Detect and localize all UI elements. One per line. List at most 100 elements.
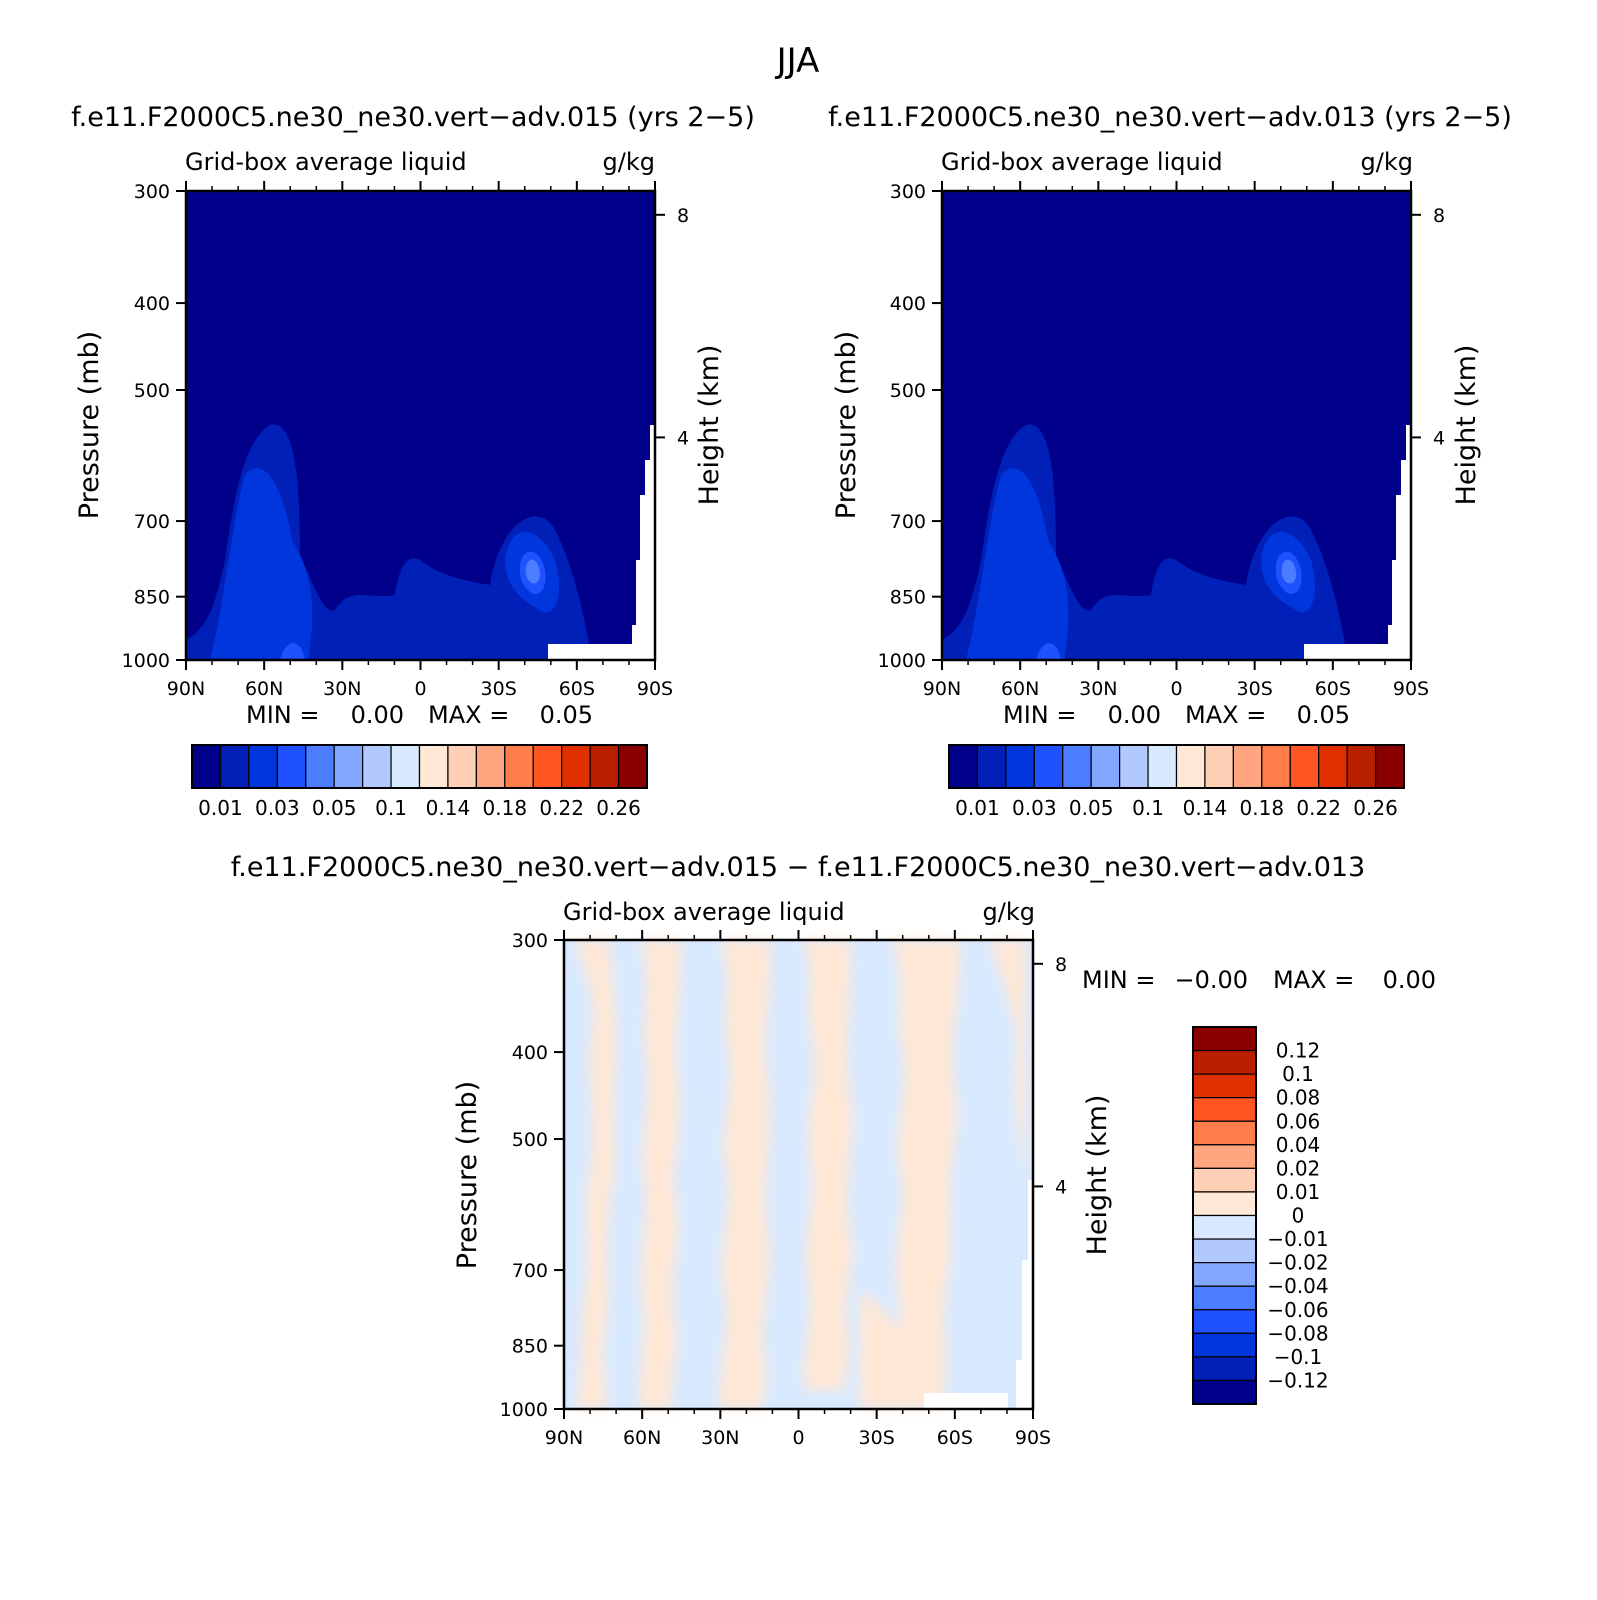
- panel-3-subtitle-left: Grid-box average liquid: [563, 898, 845, 926]
- colorbar-box: [248, 744, 278, 789]
- panel-1-axis-ticks: 300 400 500 700 850 1000 8 4 90N 60N 30N 0 30S 60S 90S: [122, 181, 689, 700]
- colorbar-box: [1261, 744, 1291, 789]
- panel-1-y-right-label: Height (km): [694, 345, 725, 506]
- colorbar-label: 0.05: [1069, 796, 1114, 820]
- colorbar-label: −0.1: [1274, 1345, 1323, 1369]
- colorbar-box: [1192, 1309, 1257, 1334]
- colorbar-box: [1289, 744, 1320, 789]
- y-right-tick-label: 4: [677, 427, 689, 449]
- colorbar-box: [1204, 744, 1234, 789]
- y-tick-label: 850: [134, 587, 170, 609]
- panel-3-min-value: −0.00: [1174, 966, 1248, 994]
- colorbar-label: −0.12: [1267, 1368, 1328, 1392]
- y-tick-label: 500: [890, 380, 926, 402]
- panel-2-min-value: 0.00: [1108, 701, 1161, 729]
- panel-3-y-label: Pressure (mb): [452, 1081, 483, 1269]
- colorbar-box: [447, 744, 477, 789]
- colorbar-label: 0.18: [1240, 796, 1285, 820]
- panel-3-positive-region-2: [639, 940, 681, 1409]
- colorbar-box: [1192, 1120, 1257, 1146]
- x-tick-label: 90N: [545, 1427, 583, 1449]
- colorbar-label: 0.14: [1183, 796, 1228, 820]
- colorbar-box: [1192, 1238, 1257, 1264]
- colorbar-label: 0.18: [483, 796, 528, 820]
- colorbar-box: [1192, 1026, 1257, 1052]
- panel-3: f.e11.F2000C5.ne30_ne30.vert−adv.015 − f…: [231, 852, 1436, 1449]
- colorbar-label: 0.22: [1296, 796, 1341, 820]
- y-tick-label: 1000: [878, 650, 926, 672]
- colorbar-box: [333, 744, 364, 789]
- y-right-tick-label: 8: [1055, 954, 1067, 976]
- colorbar-box: [1192, 1049, 1257, 1075]
- panel-3-positive-region-3: [719, 940, 772, 1409]
- panel-2: f.e11.F2000C5.ne30_ne30.vert−adv.013 (yr…: [828, 102, 1512, 820]
- y-tick-label: 700: [512, 1260, 548, 1282]
- panel-2-max-label: MAX =: [1185, 701, 1266, 729]
- panel-1-contour-level-2: [210, 468, 313, 660]
- y-tick-label: 400: [890, 293, 926, 315]
- colorbar-label: 0.01: [1276, 1180, 1321, 1204]
- panel-1-contours: [186, 424, 590, 660]
- panel-1-title: f.e11.F2000C5.ne30_ne30.vert−adv.015 (yr…: [71, 102, 755, 133]
- x-tick-label: 60S: [559, 678, 595, 700]
- colorbar-label: 0.1: [1132, 796, 1164, 820]
- colorbar-label: −0.04: [1267, 1274, 1328, 1298]
- colorbar-box: [1374, 744, 1405, 789]
- colorbar-box: [1175, 744, 1206, 789]
- panel-1-min-value: 0.00: [351, 701, 404, 729]
- colorbar-label: −0.08: [1267, 1321, 1328, 1345]
- panel-1-subtitle-left: Grid-box average liquid: [185, 148, 467, 176]
- x-tick-label: 0: [414, 678, 426, 700]
- y-tick-label: 850: [890, 587, 926, 609]
- y-right-tick-label: 8: [677, 205, 689, 227]
- colorbar-label: 0.05: [312, 796, 357, 820]
- colorbar-label: 0.01: [198, 796, 243, 820]
- panel-2-subtitle-left: Grid-box average liquid: [941, 148, 1223, 176]
- x-tick-label: 90N: [167, 678, 205, 700]
- colorbar-box: [1119, 744, 1149, 789]
- panel-3-plot-area: 300 400 500 700 850 1000 8 4 90N 60N 30N 0 30S 60S 90S: [500, 930, 1067, 1449]
- panel-2-contour-level-3b: [1036, 643, 1061, 660]
- panel-3-positive-region-5: [890, 940, 961, 1409]
- colorbar-box: [617, 744, 648, 789]
- panel-1-min-label: MIN =: [246, 701, 319, 729]
- colorbar-box: [390, 744, 421, 789]
- colorbar-label: −0.06: [1267, 1298, 1328, 1322]
- x-tick-label: 30N: [323, 678, 361, 700]
- colorbar-box: [1005, 744, 1035, 789]
- panel-1: f.e11.F2000C5.ne30_ne30.vert−adv.015 (yr…: [71, 102, 755, 820]
- y-tick-label: 400: [512, 1042, 548, 1064]
- colorbar-box: [305, 744, 335, 789]
- colorbar-box: [976, 744, 1007, 789]
- panel-1-missing-data: [548, 425, 655, 660]
- colorbar-box: [276, 744, 307, 789]
- colorbar-box: [1192, 1214, 1257, 1240]
- figure-title: JJA: [775, 41, 820, 81]
- colorbar-label: 0.03: [255, 796, 300, 820]
- colorbar-box: [1192, 1262, 1257, 1287]
- colorbar-label: 0.26: [596, 796, 641, 820]
- x-tick-label: 30N: [701, 1427, 739, 1449]
- y-tick-label: 700: [890, 511, 926, 533]
- y-right-tick-label: 8: [1433, 205, 1445, 227]
- colorbar-box: [1090, 744, 1121, 789]
- panel-2-colorbar: 0.01 0.03 0.05 0.1 0.14 0.18 0.22 0.26: [948, 744, 1405, 820]
- y-tick-label: 300: [134, 181, 170, 203]
- panel-2-subtitle-right: g/kg: [1361, 148, 1413, 176]
- x-tick-label: 0: [1170, 678, 1182, 700]
- panel-2-max-value: 0.05: [1297, 701, 1350, 729]
- y-tick-label: 1000: [500, 1399, 548, 1421]
- colorbar-label: 0.08: [1276, 1086, 1321, 1110]
- colorbar-label: 0.26: [1353, 796, 1398, 820]
- colorbar-box: [1192, 1379, 1257, 1405]
- panel-1-plot-area: 300 400 500 700 850 1000 8 4 90N 60N 30N 0 30S 60S 90S: [122, 181, 689, 700]
- colorbar-label: 0.01: [955, 796, 1000, 820]
- panel-3-positive-region-7: [860, 1290, 920, 1409]
- panel-1-max-value: 0.05: [540, 701, 593, 729]
- panel-1-y-label: Pressure (mb): [74, 331, 105, 519]
- colorbar-box: [561, 744, 591, 789]
- colorbar-box: [362, 744, 392, 789]
- colorbar-label: 0.1: [1282, 1062, 1314, 1086]
- colorbar-label: 0.02: [1276, 1156, 1321, 1180]
- x-tick-label: 60S: [937, 1427, 973, 1449]
